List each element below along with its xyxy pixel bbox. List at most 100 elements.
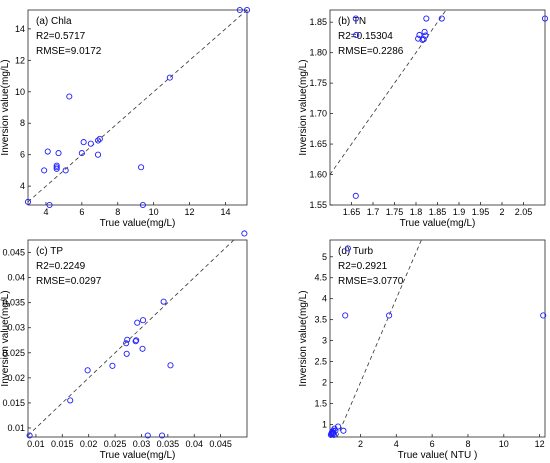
data-point [335,423,342,430]
data-point [139,317,147,324]
y-tick-label: 1.80 [309,48,327,58]
stat-annotation: R2=0.5717 [36,31,86,42]
data-point [386,312,393,319]
x-axis-label: True value(mg/L) [400,218,476,229]
x-tick-label: 4 [43,207,48,217]
plot-area-frame [27,239,248,438]
chart-panel-1: 4 6 8 10 12 14 4 6 8 10 12 14 True value(mg/L) Invers… [0,6,251,229]
data-point [78,150,85,157]
data-point [167,362,174,369]
y-tick-label: 1.60 [309,170,327,180]
stat-annotation: RMSE=0.0297 [36,276,102,287]
y-axis-label: Inversion value(mg/L) [298,290,309,386]
x-tick-label: 1.85 [429,207,447,217]
data-point [344,245,351,252]
y-tick-label: 0.01 [7,423,25,433]
data-point [62,167,69,174]
chart-panel-4: 2 4 6 8 10 12 1 1.5 2 2.5 3 3.5 4 4.5 5 True value( NTU… [298,239,547,461]
y-tick-label: 3.5 [314,315,327,325]
data-point [134,319,141,326]
x-tick-label: 2 [499,207,504,217]
data-point [139,345,146,352]
y-tick-label: 0.045 [2,248,25,258]
data-point [138,164,145,171]
x-axis-label: True value( NTU ) [398,450,478,461]
y-tick-label: 1.65 [309,139,327,149]
x-tick-label: 1.65 [343,207,361,217]
plot-area-frame [329,239,546,438]
x-tick-label: 0.03 [133,439,151,449]
x-tick-label: 14 [220,207,230,217]
data-point [421,28,428,35]
x-tick-label: 0.015 [51,439,74,449]
y-tick-label: 1.85 [309,17,327,27]
x-tick-label: 1.9 [453,207,466,217]
y-tick-label: 1.55 [309,200,327,210]
y-tick-label: 0.04 [7,273,25,283]
y-tick-label: 0.03 [7,323,25,333]
stat-annotation: RMSE=0.2286 [338,46,404,57]
y-tick-label: 12 [15,55,25,65]
data-point [332,427,339,434]
data-point [94,137,102,144]
data-point [415,35,422,42]
data-point [124,336,131,343]
x-tick-label: 1.8 [410,207,423,217]
data-point [96,135,103,143]
y-tick-label: 2.5 [314,357,327,367]
data-point [87,140,94,147]
data-point [438,15,445,22]
data-point [422,32,429,39]
y-tick-label: 4.5 [314,273,327,283]
data-point [160,298,167,305]
x-tick-label: 2 [358,439,363,449]
y-tick-label: 3 [322,336,327,346]
data-point [53,162,60,169]
one-to-one-line [330,10,447,175]
data-point [158,432,166,439]
data-point [123,350,130,357]
y-axis-label: Inversion value(mg/L) [0,290,11,386]
data-point [144,432,151,439]
data-point [66,93,73,100]
x-tick-label: 12 [535,439,545,449]
x-tick-label: 6 [79,207,84,217]
x-axis-label: True value(mg/L) [100,218,176,229]
x-tick-label: 8 [465,439,470,449]
data-point [67,397,74,404]
x-tick-label: 0.02 [80,439,98,449]
stat-annotation: RMSE=3.0770 [338,276,404,287]
x-tick-label: 10 [149,207,159,217]
data-point [94,151,102,158]
x-tick-label: 10 [499,439,509,449]
x-tick-label: 0.045 [209,439,232,449]
data-point [541,15,549,22]
x-tick-label: 4 [394,439,399,449]
x-tick-label: 1.7 [367,207,380,217]
stat-annotation: R2=0.15304 [338,31,393,42]
y-tick-label: 1.5 [314,398,327,408]
data-point [84,367,91,374]
data-point [24,198,32,205]
data-point [241,230,248,237]
one-to-one-line [336,240,422,437]
data-point [423,15,430,22]
data-point [352,15,359,22]
y-tick-label: 10 [15,87,25,97]
data-point [166,74,173,81]
stat-annotation: RMSE=9.0172 [36,46,102,57]
data-point [109,362,116,369]
y-tick-label: 2 [322,378,327,388]
y-tick-label: 0.035 [2,298,25,308]
y-axis-label: Inversion value(mg/L) [298,59,309,155]
data-point [540,312,547,319]
x-tick-label: 1.95 [472,207,490,217]
data-point [139,201,146,209]
y-tick-label: 1.75 [309,78,327,88]
x-tick-label: 12 [185,207,195,217]
data-point [416,31,423,39]
y-tick-label: 14 [15,24,25,34]
y-tick-label: 1.70 [309,109,327,119]
chart-panel-2: 1.65 1.7 1.75 1.8 1.85 1.9 1.95 2 2.05 1.55 1.60 1.… [298,9,549,229]
data-point [55,150,62,157]
